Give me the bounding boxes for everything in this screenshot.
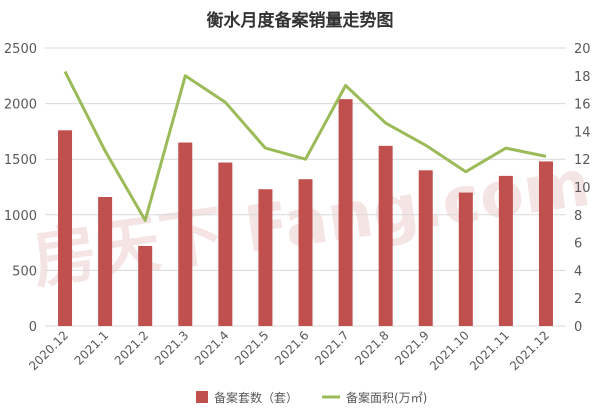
y-left-tick-label: 500 [12,264,37,279]
x-tick-label: 2021.9 [392,328,432,368]
y-right-tick-label: 20 [574,42,591,57]
x-tick-label: 2021.8 [352,328,392,368]
x-tick-label: 2021.1 [72,328,112,368]
bar [98,197,113,326]
y-right-tick-label: 0 [574,320,582,335]
line-series [63,70,547,222]
chart-title: 衡水月度备案销量走势图 [207,10,394,31]
bar [458,192,473,326]
x-axis: 2020.12 2021.1 2021.2 2021.3 2021.4 2021.5 202… [26,328,552,373]
bar [58,130,73,326]
x-tick-label: 2021.12 [507,328,552,373]
x-tick-label: 2021.5 [232,328,272,368]
y-left-tick-label: 1000 [4,209,37,224]
x-tick-label: 2021.3 [152,328,192,368]
bar [138,245,153,326]
y-right-tick-label: 16 [574,98,591,113]
y-left-tick-label: 2000 [4,98,37,113]
bar [258,189,273,326]
y-right-tick-label: 8 [574,209,582,224]
y-left-tick-label: 0 [29,320,37,335]
bar [218,162,233,326]
y-right-tick-label: 6 [574,237,582,252]
y-axis-left: 0 500 1000 1500 2000 2500 [4,42,37,335]
y-right-tick-label: 10 [574,181,591,196]
x-tick-label: 2021.6 [272,328,312,368]
y-right-tick-label: 2 [574,292,582,307]
bar [338,99,353,326]
x-tick-label: 2021.7 [312,328,352,368]
bar [538,161,553,326]
y-axis-right: 0 2 4 6 8 10 12 14 16 18 20 [574,42,591,335]
legend-swatch-bar [196,391,208,403]
x-tick-label: 2021.11 [467,328,512,373]
y-left-tick-label: 1500 [4,153,37,168]
legend-label-bar: 备案套数（套） [214,390,298,405]
bar [298,179,313,326]
bar [418,170,433,326]
x-tick-label: 2021.10 [427,328,472,373]
x-tick-label: 2021.2 [112,328,152,368]
y-right-tick-label: 4 [574,264,582,279]
bar-series [58,99,553,326]
line-path [63,70,547,222]
bar [378,145,393,326]
y-right-tick-label: 18 [574,70,591,85]
y-right-tick-label: 14 [574,125,591,140]
y-left-tick-label: 2500 [4,42,37,57]
legend: 备案套数（套） 备案面积(万㎡) [196,390,427,405]
legend-label-line: 备案面积(万㎡) [346,390,427,405]
x-tick-label: 2021.4 [192,328,232,368]
bar [178,142,193,326]
y-right-tick-label: 12 [574,153,591,168]
bar [498,175,513,326]
